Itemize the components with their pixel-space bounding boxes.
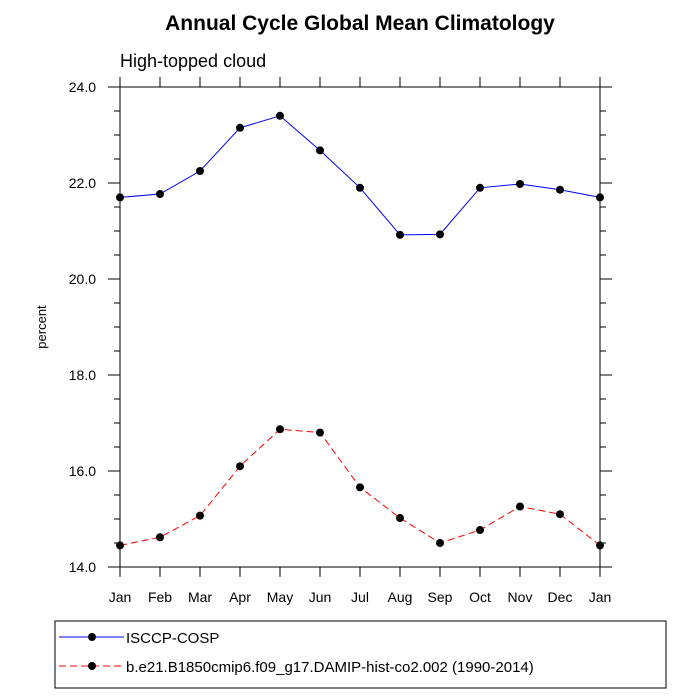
series-2-point-may-5 (276, 425, 284, 434)
x-tick-label: Mar (188, 589, 212, 605)
series-2-point-nov-11 (516, 502, 524, 511)
y-axis-label: percent (34, 305, 49, 349)
series-2-point-oct-10 (476, 526, 484, 535)
x-tick-label: Dec (548, 589, 573, 605)
y-tick-label: 18.0 (69, 367, 96, 383)
series-1-point-jan-13 (596, 193, 604, 202)
chart-title: Annual Cycle Global Mean Climatology (165, 12, 555, 35)
x-tick-label: May (267, 589, 293, 605)
series-2-point-mar-3 (196, 511, 204, 520)
y-tick-label: 20.0 (69, 271, 96, 287)
series-2-point-aug-8 (396, 514, 404, 523)
series-1-point-sep-9 (436, 230, 444, 239)
legend: ISCCP-COSP b.e21.B1850cmip6.f09_g17.DAMIP… (59, 630, 534, 676)
axis-ticks (108, 77, 612, 577)
x-tick-label: Sep (428, 589, 453, 605)
x-tick-label: Jan (589, 589, 612, 605)
legend-box (54, 620, 667, 689)
series-1 (116, 111, 604, 239)
series-1-point-aug-8 (396, 230, 404, 239)
series-2-point-jun-6 (316, 428, 324, 437)
series-1-point-jun-6 (316, 146, 324, 155)
series-2-point-jan-13 (596, 541, 604, 550)
x-tick-label: Jan (109, 589, 132, 605)
x-tick-label: Apr (229, 589, 251, 605)
series-1-point-mar-3 (196, 167, 204, 175)
x-tick-label: Aug (388, 589, 413, 605)
series-2-point-apr-4 (236, 462, 244, 471)
chart-subtitle: High-topped cloud (120, 51, 266, 71)
x-tick-label: Nov (508, 589, 533, 605)
series-2-point-feb-2 (156, 533, 164, 542)
series-2-point-jul-7 (356, 483, 364, 492)
y-tick-label: 24.0 (69, 79, 96, 95)
series-layer (116, 111, 604, 550)
x-tick-label: Feb (148, 589, 172, 605)
series-1-point-apr-4 (236, 123, 244, 132)
series-1-point-feb-2 (156, 190, 164, 199)
series-1-point-nov-11 (516, 179, 524, 188)
series-1-line (119, 115, 601, 236)
x-tick-label: Jul (351, 589, 369, 605)
series-2-point-jan-1 (116, 541, 124, 550)
series-1-point-dec-12 (556, 185, 564, 194)
axis-tick-labels: 14.0 16.0 18.0 20.0 22.0 24.0 Jan Feb Mar Apr May J… (69, 79, 612, 605)
legend-marker-2 (88, 662, 96, 670)
x-tick-label: Oct (469, 589, 491, 605)
x-tick-label: Jun (309, 589, 332, 605)
legend-label-2: b.e21.B1850cmip6.f09_g17.DAMIP-hist-co2.… (126, 659, 534, 676)
series-1-point-jan-1 (116, 193, 124, 202)
legend-label-1: ISCCP-COSP (126, 630, 219, 647)
y-tick-label: 22.0 (69, 175, 96, 191)
series-2 (116, 425, 604, 550)
y-tick-label: 16.0 (69, 463, 96, 479)
y-tick-label: 14.0 (69, 559, 96, 575)
series-2-point-sep-9 (436, 539, 444, 547)
legend-marker-1 (88, 633, 96, 641)
series-1-point-oct-10 (476, 183, 484, 192)
series-1-point-may-5 (276, 111, 284, 120)
series-2-point-dec-12 (556, 510, 564, 519)
plot-area-frame (119, 86, 601, 568)
series-1-point-jul-7 (356, 183, 364, 192)
